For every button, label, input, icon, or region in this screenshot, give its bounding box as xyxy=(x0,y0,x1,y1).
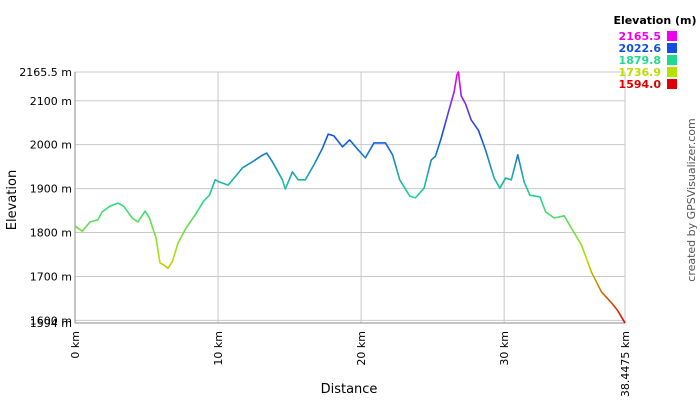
credit: created by GPSVisualizer.com xyxy=(685,118,698,281)
y-tick-label: 1800 m xyxy=(30,227,72,240)
y-tick-label: 1600 m xyxy=(30,314,72,327)
y-tick-label: 1700 m xyxy=(30,270,72,283)
y-axis-title: Elevation xyxy=(5,170,20,230)
y-tick-label: 2100 m xyxy=(30,95,72,108)
legend-swatch xyxy=(667,43,677,53)
x-tick-label: 0 km xyxy=(69,331,82,359)
x-axis-title: Distance xyxy=(321,382,378,397)
x-tick-label: 30 km xyxy=(498,331,511,366)
legend-label: 2022.6 xyxy=(619,42,662,55)
y-tick-label: 2165.5 m xyxy=(19,66,72,79)
elevation-line xyxy=(74,71,626,324)
x-tick-label: 38.4475 km xyxy=(619,331,632,397)
legend-swatch xyxy=(667,67,677,77)
legend-swatch xyxy=(667,31,677,41)
y-tick-label: 2000 m xyxy=(30,139,72,152)
y-tick-label: 1900 m xyxy=(30,183,72,196)
legend-swatch xyxy=(667,55,677,65)
x-tick-label: 20 km xyxy=(355,331,368,366)
legend-label: 2165.5 xyxy=(619,30,661,43)
legend-label: 1594.0 xyxy=(619,78,662,91)
legend-title: Elevation (m) xyxy=(613,14,696,27)
legend-swatch xyxy=(667,79,677,89)
y-tick-label: 1594 m xyxy=(30,317,72,330)
legend-label: 1736.9 xyxy=(619,66,661,79)
x-tick-label: 10 km xyxy=(212,331,225,366)
legend-label: 1879.8 xyxy=(619,54,661,67)
